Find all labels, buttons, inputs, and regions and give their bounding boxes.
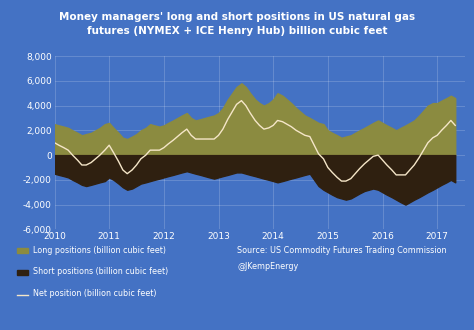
Text: Long positions (billion cubic feet): Long positions (billion cubic feet) <box>33 246 166 255</box>
Bar <box>17 270 28 275</box>
Text: @JKempEnergy: @JKempEnergy <box>237 262 298 271</box>
Text: futures (NYMEX + ICE Henry Hub) billion cubic feet: futures (NYMEX + ICE Henry Hub) billion … <box>87 26 387 36</box>
Text: Net position (billion cubic feet): Net position (billion cubic feet) <box>33 289 157 298</box>
Text: Source: US Commodity Futures Trading Commission: Source: US Commodity Futures Trading Com… <box>237 246 447 255</box>
Text: Money managers' long and short positions in US natural gas: Money managers' long and short positions… <box>59 12 415 21</box>
Text: Short positions (billion cubic feet): Short positions (billion cubic feet) <box>33 267 168 276</box>
Bar <box>17 248 28 253</box>
